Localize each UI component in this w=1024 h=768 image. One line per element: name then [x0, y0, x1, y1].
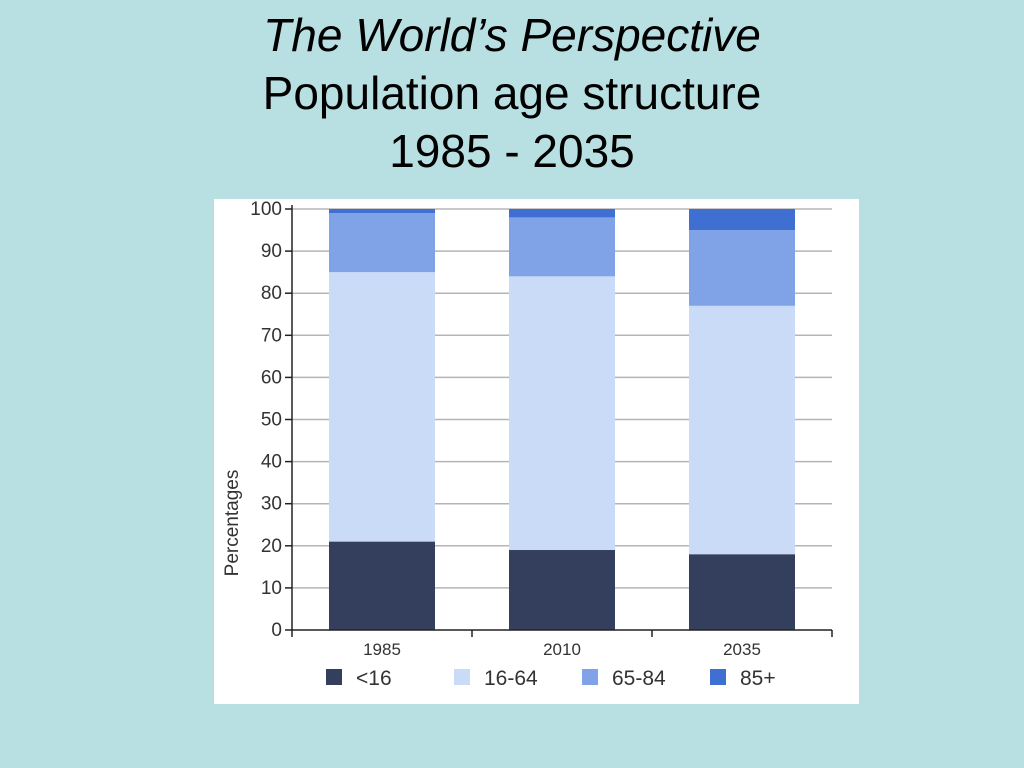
- slide-title: The World’s Perspective: [263, 9, 761, 61]
- y-tick-label: 90: [261, 241, 282, 262]
- x-tick-label: 2010: [543, 640, 581, 659]
- stacked-bar-chart: 0 10 20 30 40 50 60 70 80 90 100 1985 2010 2035 Perce…: [222, 199, 833, 690]
- slide-date-range: 1985 - 2035: [389, 125, 635, 177]
- legend-label: 85+: [740, 667, 776, 690]
- bar-segment-2010-16-64: [509, 276, 615, 551]
- bar-segment-2010-<16: [509, 550, 615, 630]
- y-tick-label: 100: [250, 199, 282, 220]
- legend-label: 16-64: [484, 667, 538, 690]
- x-tick-label: 2035: [723, 640, 761, 659]
- axes: 0 10 20 30 40 50 60 70 80 90 100 1985 2010 2035: [250, 199, 833, 659]
- y-tick-label: 80: [261, 283, 282, 304]
- bar-segment-1985-<16: [329, 541, 435, 630]
- y-axis-label: Percentages: [222, 470, 243, 577]
- y-tick-label: 70: [261, 325, 282, 346]
- bar-segment-1985-65-84: [329, 213, 435, 273]
- y-tick-label: 10: [261, 578, 282, 599]
- y-tick-label: 50: [261, 410, 282, 431]
- legend: <16 16-64 65-84 85+: [326, 667, 776, 690]
- legend-swatch: [710, 669, 726, 685]
- slide-title-block: The World’s Perspective Population age s…: [0, 6, 1024, 180]
- chart-panel: 0 10 20 30 40 50 60 70 80 90 100 1985 2010 2035 Perce…: [214, 199, 859, 704]
- bars: [329, 209, 795, 630]
- bar-segment-2035-65-84: [689, 230, 795, 306]
- bar-segment-2035-16-64: [689, 305, 795, 555]
- bar-segment-1985-16-64: [329, 272, 435, 542]
- bar-segment-2010-85+: [509, 209, 615, 218]
- y-tick-label: 20: [261, 536, 282, 557]
- slide-subtitle: Population age structure: [262, 67, 762, 119]
- bar-segment-2035-<16: [689, 554, 795, 630]
- legend-label: <16: [356, 667, 392, 690]
- x-tick-label: 1985: [363, 640, 401, 659]
- y-tick-label: 0: [271, 620, 282, 641]
- y-tick-label: 60: [261, 367, 282, 388]
- bar-segment-1985-85+: [329, 209, 435, 214]
- y-tick-label: 30: [261, 494, 282, 515]
- legend-swatch: [326, 669, 342, 685]
- bar-segment-2035-85+: [689, 209, 795, 231]
- y-tick-label: 40: [261, 452, 282, 473]
- legend-swatch: [454, 669, 470, 685]
- bar-segment-2010-65-84: [509, 217, 615, 277]
- legend-label: 65-84: [612, 667, 666, 690]
- legend-swatch: [582, 669, 598, 685]
